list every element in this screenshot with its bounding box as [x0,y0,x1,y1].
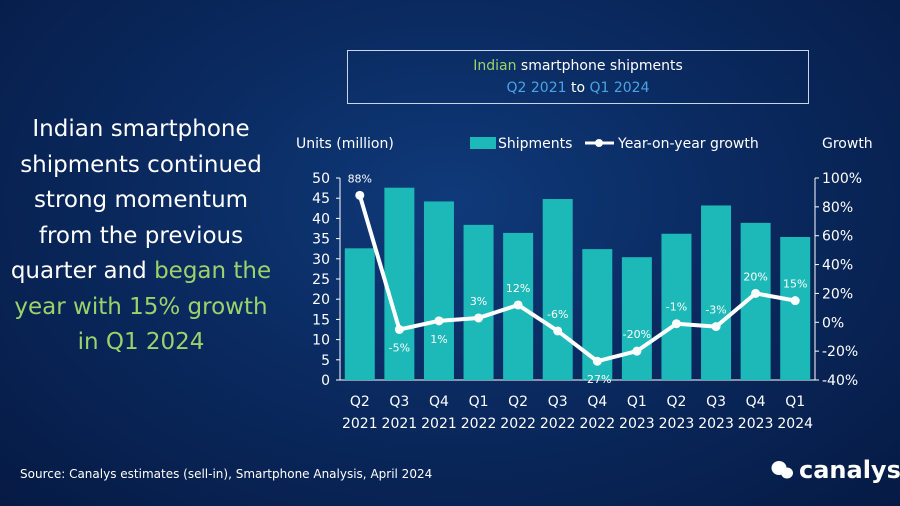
bar-shipments [621,257,652,380]
right-tick-label: 80% [822,200,853,216]
growth-point [355,190,365,200]
growth-data-label: 15% [783,278,807,291]
growth-data-label: 20% [743,270,767,283]
x-tick-quarter: Q3 [706,394,726,410]
growth-data-label: 12% [506,282,530,295]
bar-shipments [384,187,415,380]
growth-point [553,326,563,336]
canalys-logo: canalys [768,456,900,484]
growth-data-label: -5% [389,342,410,355]
x-tick-year: 2023 [698,416,734,432]
chart-title-to-word: to [566,80,590,96]
legend-label-shipments: Shipments [498,136,572,152]
growth-data-label: -20% [623,328,651,341]
growth-point [790,296,800,306]
x-tick-quarter: Q2 [350,394,370,410]
left-tick-label: 30 [312,252,330,268]
x-tick-quarter: Q2 [666,394,686,410]
legend-swatch-shipments [470,137,496,149]
right-tick-label: 40% [822,258,853,274]
left-tick-label: 5 [321,353,330,369]
legend-label-growth: Year-on-year growth [617,136,759,152]
growth-point [513,300,523,310]
growth-point [394,325,404,334]
chart-title-box: Indian smartphone shipments Q2 2021 to Q… [347,50,809,104]
headline-plain: Indian smartphone shipments continued st… [10,116,262,284]
left-tick-label: 25 [312,272,330,288]
growth-point [632,346,642,356]
left-tick-label: 40 [312,211,330,227]
right-tick-label: -40% [822,373,858,389]
growth-data-label: 3% [470,295,487,308]
growth-point [474,313,484,323]
left-tick-label: 45 [312,191,330,207]
left-tick-label: 10 [312,333,330,349]
x-tick-year: 2023 [738,416,774,432]
right-tick-label: -20% [822,344,858,360]
headline-accent: began the year with 15% growth in Q1 202… [14,258,272,355]
x-tick-quarter: Q1 [785,394,805,410]
right-tick-label: 0% [822,315,844,331]
growth-point [434,316,444,326]
x-tick-quarter: Q3 [389,394,409,410]
x-tick-quarter: Q4 [746,394,766,410]
growth-data-label: -27% [583,373,611,386]
x-tick-quarter: Q1 [627,394,647,410]
chart-title-from: Q2 2021 [506,80,567,96]
growth-data-label: -6% [547,308,568,321]
left-tick-label: 20 [312,292,330,308]
x-tick-year: 2022 [500,416,536,432]
growth-data-label: -1% [666,301,687,314]
growth-point [592,356,602,366]
growth-point [711,322,721,332]
growth-point [671,319,681,329]
x-tick-quarter: Q4 [429,394,449,410]
x-tick-year: 2023 [619,416,655,432]
growth-data-label: 1% [430,333,447,346]
x-tick-year: 2024 [777,416,813,432]
x-tick-quarter: Q3 [548,394,568,410]
right-tick-label: 20% [822,286,853,302]
headline: Indian smartphone shipments continued st… [10,112,272,361]
growth-line [357,194,796,364]
x-tick-quarter: Q1 [469,394,489,410]
bar-shipments [780,236,811,380]
left-axis-title: Units (million) [296,136,394,152]
chart-title-to: Q1 2024 [589,80,650,96]
left-tick-label: 0 [321,373,330,389]
source-note: Source: Canalys estimates (sell-in), Sma… [20,467,433,481]
growth-point [751,288,761,298]
bar-shipments [661,233,692,380]
x-tick-quarter: Q2 [508,394,528,410]
x-tick-year: 2022 [461,416,497,432]
chart-title-accent: Indian [473,58,517,74]
growth-data-label: 88% [348,172,372,185]
x-tick-year: 2021 [342,416,378,432]
right-tick-label: 60% [822,229,853,245]
canalys-logo-icon [771,461,793,479]
left-tick-label: 15 [312,312,330,328]
left-tick-label: 35 [312,232,330,248]
legend-marker-growth [595,139,603,147]
chart-title-line-2: Q2 2021 to Q1 2024 [348,77,808,99]
x-tick-quarter: Q4 [587,394,607,410]
right-tick-label: 100% [822,171,862,187]
bar-shipments [542,199,573,380]
growth-data-label: -3% [705,304,726,317]
bar-shipments [463,224,494,380]
chart-title-rest: smartphone shipments [516,58,683,74]
x-tick-year: 2022 [579,416,615,432]
canalys-logo-text: canalys [799,456,900,484]
x-tick-year: 2021 [382,416,418,432]
bar-shipments [701,205,732,380]
left-tick-label: 50 [312,171,330,187]
bar-shipments [344,248,375,380]
bar-shipments [423,201,454,380]
right-axis-title: Growth [822,136,873,152]
x-tick-year: 2023 [659,416,695,432]
x-tick-year: 2022 [540,416,576,432]
x-tick-year: 2021 [421,416,457,432]
chart-title-line-1: Indian smartphone shipments [348,55,808,77]
